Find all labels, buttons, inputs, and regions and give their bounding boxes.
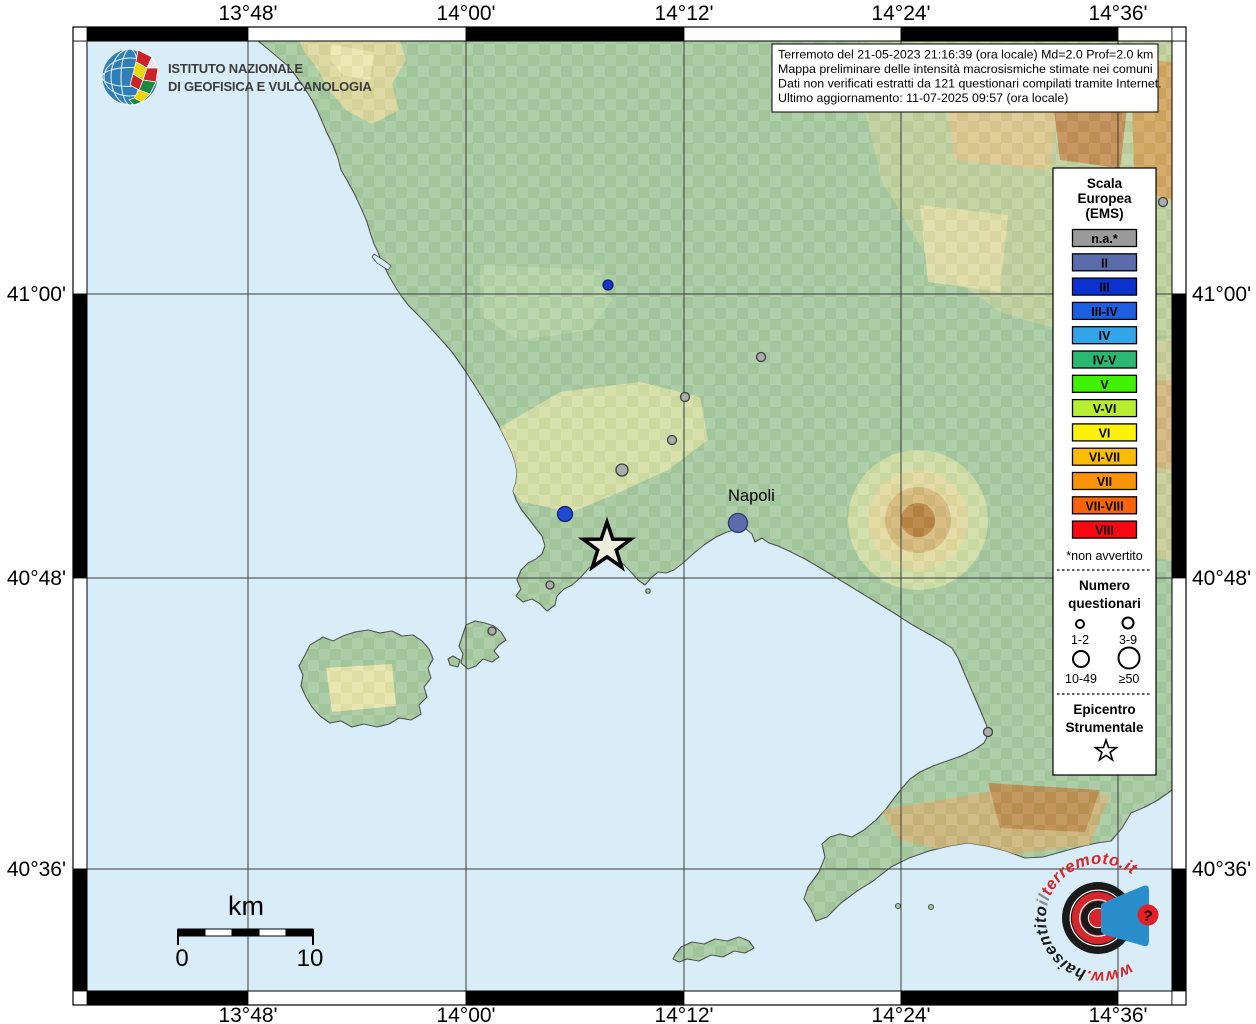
scalebar: km 0 10 [175,891,323,972]
ems-chip [1071,520,1138,539]
size-class-2: 3-9 [1119,633,1137,647]
ems-chip-label: IV-V [1093,354,1117,368]
lat-label-right: 40°48' [1192,567,1251,590]
intensity-point [556,505,574,523]
intensity-point [679,391,691,403]
ems-chip-label: VII-VIII [1085,499,1123,513]
coordinate-labels: 13°48' 14°00' 14°12' 14°24' 14°36' 13°48… [7,2,1251,1024]
ems-chip [1071,326,1138,345]
lon-label-top: 14°12' [654,2,713,25]
legend-title-3: (EMS) [1085,206,1123,221]
island-vivara [447,655,461,668]
ems-chip-label: VIII [1095,524,1114,538]
lon-label-top: 13°48' [218,2,277,25]
scalebar-unit: km [228,891,264,921]
lat-label-right: 41°00' [1192,283,1251,306]
ems-chip [1071,374,1138,393]
ems-chip [1071,228,1138,248]
ems-chip [1071,398,1138,418]
ems-chip-label: VII [1097,475,1112,489]
ems-chip-label: V-VI [1093,402,1117,416]
map-frame [72,26,1187,1006]
question-mark: ? [1141,907,1154,926]
ems-chip-label: VI [1099,426,1111,440]
ems-chip-label: V [1100,378,1109,392]
ems-chip-label: III [1099,281,1109,295]
ems-chip [1071,350,1138,369]
size-class-1: 1-2 [1071,633,1089,647]
lat-label-right: 40°36' [1192,858,1251,881]
ems-chip [1071,496,1138,515]
ingv-name-line1: ISTITUTO NAZIONALE [168,61,303,76]
epicenter-title-1: Epicentro [1073,702,1135,717]
lon-label-bottom: 14°12' [654,1004,713,1024]
size-class-4: ≥50 [1119,672,1140,686]
questionnaires-title-2: questionari [1068,596,1141,611]
ingv-globe-icon [101,48,159,106]
islet [894,902,902,910]
ems-chip [1071,253,1138,272]
intensity-point [545,580,555,590]
questionnaire-size-samples [1072,616,1141,670]
earthquake-info-box: Terremoto del 21-05-2023 21:16:39 (ora l… [771,43,1162,113]
islet [645,588,651,594]
lat-label-left: 40°48' [7,567,66,590]
info-line-3: Dati non verificati estratti da 121 ques… [778,77,1162,91]
intensity-point [602,279,614,291]
legend-footnote: *non avvertito [1066,549,1142,563]
ems-chip [1071,423,1138,442]
intensity-points [487,196,1169,738]
legend-title-1: Scala [1087,176,1123,191]
lon-label-top: 14°36' [1088,2,1147,25]
question-badge: ? [1137,904,1159,926]
lat-label-left: 41°00' [7,283,66,306]
lon-label-top: 14°00' [436,2,495,25]
intensity-point [755,351,767,363]
intensity-point [487,626,497,636]
map-canvas: Napoli [87,40,1173,991]
scalebar-start: 0 [175,945,188,972]
city-label-napoli: Napoli [728,487,775,505]
info-line-4: Ultimo aggiornamento: 11-07-2025 09:57 (… [778,91,1068,105]
intensity-point [982,726,994,738]
ems-chip [1071,277,1138,296]
ems-chip [1071,301,1138,321]
intensity-point [666,434,678,446]
ems-chip-label: n.a.* [1091,232,1118,246]
lon-label-bottom: 14°00' [436,1004,495,1024]
ems-chip-label: II [1101,256,1108,270]
epicenter-star-sample-icon [1093,737,1119,762]
size-class-3: 10-49 [1065,672,1097,686]
lat-label-left: 40°36' [7,858,66,881]
ems-chip [1071,447,1138,466]
ingv-logo: ISTITUTO NAZIONALE DI GEOFISICA E VULCAN… [101,48,373,106]
intensity-point [615,463,629,477]
ems-chip-label: IV [1099,329,1111,343]
scalebar-end: 10 [297,945,324,972]
coastal-lagoon [371,253,392,271]
info-line-2: Mappa preliminare delle intensità macros… [778,62,1153,76]
questionnaires-title-1: Numero [1079,578,1130,593]
ems-chip-label: III-IV [1091,305,1118,319]
legend-title-2: Europea [1077,191,1132,206]
epicenter-title-2: Strumentale [1065,720,1144,735]
epicenter-star-icon [577,516,637,572]
islet [927,903,935,911]
ems-chip [1071,471,1138,491]
lon-label-bottom: 13°48' [218,1004,277,1024]
lon-label-bottom: 14°36' [1088,1004,1147,1024]
megaphone-icon [1101,885,1149,947]
lon-label-top: 14°24' [871,2,930,25]
info-line-1: Terremoto del 21-05-2023 21:16:39 (ora l… [778,48,1153,62]
intensity-point [727,512,749,534]
ems-scale-chips: n.a.*IIIIIIII-IVIVIV-VVV-VIVIVI-VIIVIIVI… [1071,228,1138,539]
ingv-name-line2: DI GEOFISICA E VULCANOLOGIA [168,79,372,94]
ems-chip-label: VI-VII [1089,451,1120,465]
lon-label-bottom: 14°24' [871,1004,930,1024]
intensity-point [1157,196,1169,208]
legend-panel: Scala Europea (EMS) n.a.*IIIIIIII-IVIVIV… [1052,167,1157,776]
